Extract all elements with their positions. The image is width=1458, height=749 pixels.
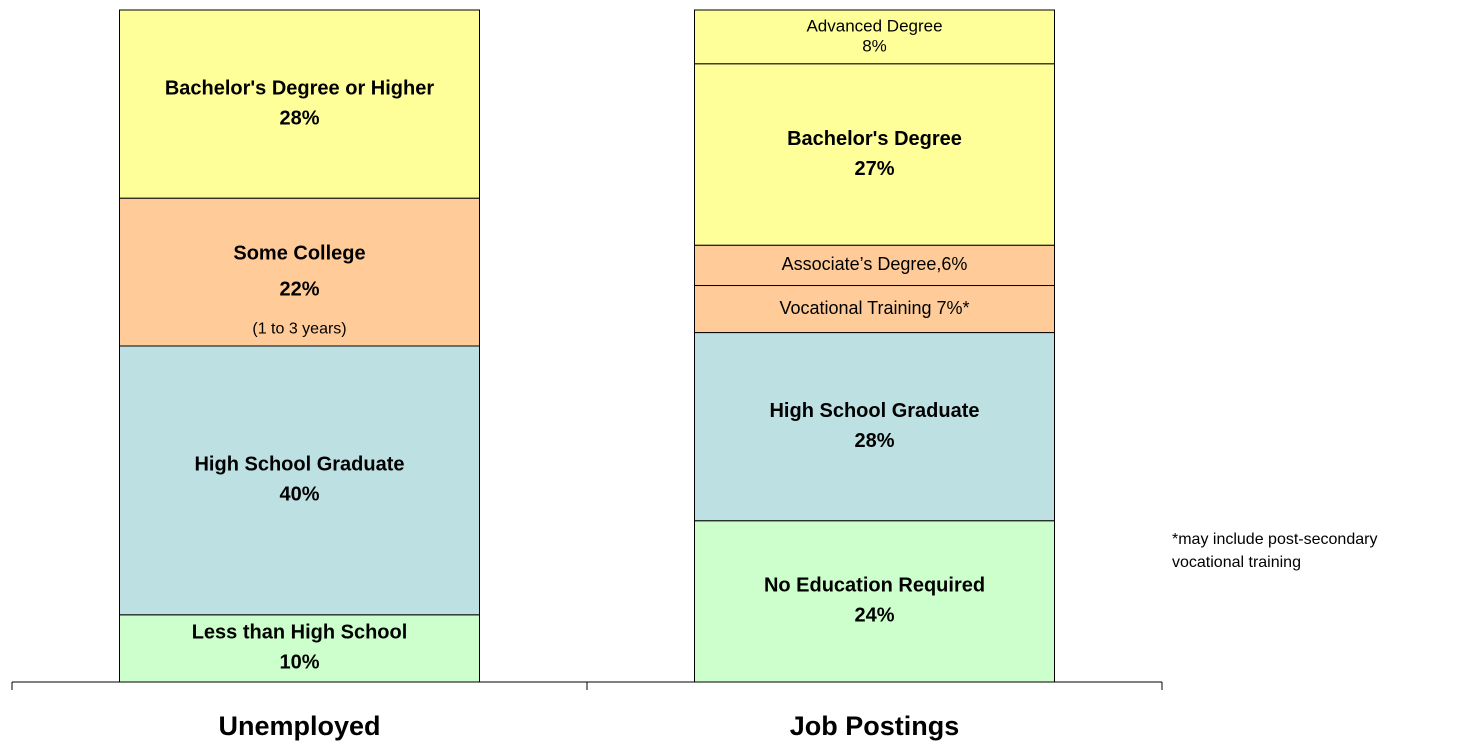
segment-value: 24%: [854, 605, 894, 627]
segment-name: Bachelor's Degree: [787, 128, 962, 150]
bar-segment: [694, 63, 1055, 246]
segment-label: Vocational Training 7%*: [779, 298, 969, 318]
segment-name: High School Graduate: [769, 400, 979, 422]
segment-name: Bachelor's Degree or Higher: [165, 77, 435, 99]
bar-segment: [119, 197, 480, 347]
segment-value: 22%: [279, 278, 319, 300]
bar-segment: [694, 332, 1055, 522]
footnote: *may include post-secondary: [1172, 531, 1377, 548]
segment-name: High School Graduate: [194, 454, 404, 476]
bar-segment: [694, 244, 1055, 287]
x-tick-label: Unemployed: [218, 711, 380, 741]
segment-value: 27%: [854, 158, 894, 180]
segment-label: Associate’s Degree,6%: [782, 254, 968, 274]
bar-segment: [119, 9, 480, 199]
segment-name: Some College: [233, 242, 365, 264]
segment-value: 28%: [279, 107, 319, 129]
bar-segment: [694, 520, 1055, 683]
segment-name: No Education Required: [764, 575, 985, 597]
bar-segment: [119, 614, 480, 683]
segment-value: 40%: [279, 484, 319, 506]
segment-note: (1 to 3 years): [252, 320, 346, 337]
segment-value: 28%: [854, 430, 894, 452]
bar-segment: [694, 9, 1055, 65]
segment-name: Advanced Degree: [806, 16, 942, 35]
segment-value: 8%: [862, 36, 887, 55]
bar-segment: [119, 345, 480, 616]
segment-name: Less than High School: [192, 622, 408, 644]
segment-value: 10%: [279, 652, 319, 674]
x-tick-label: Job Postings: [790, 711, 960, 741]
footnote: vocational training: [1172, 554, 1301, 571]
